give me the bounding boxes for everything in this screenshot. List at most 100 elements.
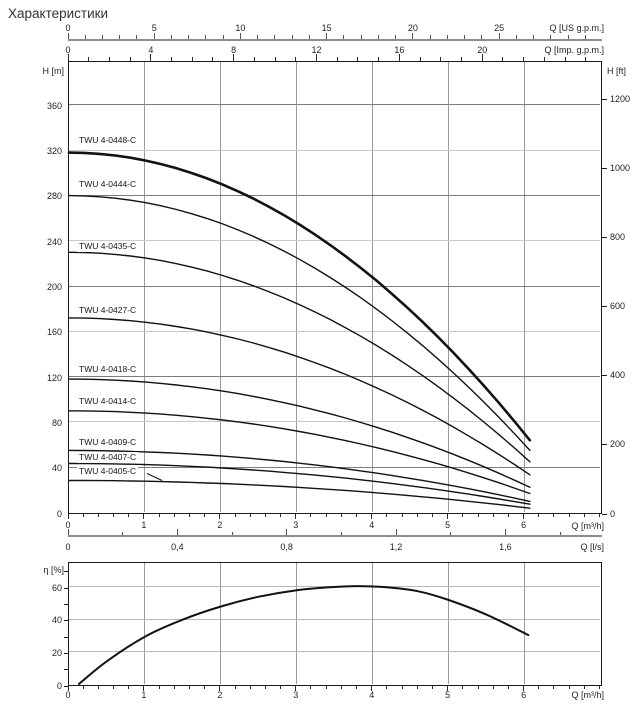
axis-tick	[481, 54, 483, 61]
tick-label: 0	[65, 45, 71, 55]
axis-tick	[523, 514, 525, 519]
pump-curve	[68, 449, 531, 503]
axis-tick	[504, 529, 506, 535]
axis-tick	[64, 652, 68, 654]
tick-label: 4	[369, 690, 375, 700]
gridline	[447, 563, 449, 684]
gridline	[69, 240, 600, 242]
tick-label: 240	[46, 236, 62, 247]
tick-label: 120	[46, 372, 62, 383]
efficiency-curve-layer	[77, 585, 530, 685]
curve-label: TWU 4-0405-C	[77, 466, 139, 477]
axis-tick	[584, 35, 586, 39]
axis-tick	[419, 57, 421, 61]
head-ft-axis-title: H [ft]	[607, 66, 627, 76]
curve-label: TWU 4-0435-C	[77, 241, 139, 252]
axis-tick	[447, 686, 449, 691]
axis-tick	[523, 686, 525, 691]
gridline	[371, 62, 373, 512]
gridline	[69, 104, 600, 106]
axis-tick	[431, 514, 433, 517]
axis-tick	[64, 636, 68, 638]
gridline	[295, 563, 297, 684]
tick-label: 12	[311, 45, 322, 55]
axis-tick	[340, 514, 342, 517]
axis-tick	[150, 54, 152, 61]
axis-tick	[128, 686, 130, 689]
tick-label: 1	[141, 520, 147, 530]
axis-tick	[416, 686, 418, 689]
axis-tick	[129, 57, 131, 61]
axis-tick	[205, 35, 207, 39]
axis-tick	[340, 532, 342, 535]
axis-tick	[97, 514, 99, 517]
flow-m3h-axis-title: Q [m³/h]	[571, 521, 604, 531]
axis-tick	[602, 513, 607, 515]
axis-tick	[176, 529, 178, 535]
axis-tick	[568, 686, 570, 689]
curve-label: TWU 4-0409-C	[77, 437, 139, 448]
tick-label: 0	[65, 542, 71, 552]
tick-label: 280	[46, 191, 62, 202]
axis-tick	[398, 54, 400, 61]
axis-tick	[462, 514, 464, 517]
imp-gpm-axis-title: Q [Imp. g.p.m.]	[544, 45, 604, 55]
axis-tick	[599, 514, 600, 517]
axis-tick	[295, 686, 297, 691]
axis-tick	[64, 620, 68, 622]
axis-tick	[122, 532, 124, 535]
axis-tick	[450, 532, 452, 535]
axis-tick	[310, 686, 312, 689]
gridline	[68, 39, 602, 41]
tick-label: 16	[394, 45, 405, 55]
pump-curve	[68, 317, 531, 476]
tick-label: 400	[610, 370, 626, 381]
axis-tick	[602, 306, 607, 308]
tick-label: 2	[217, 520, 223, 530]
axis-tick	[507, 514, 509, 517]
axis-tick	[538, 686, 540, 689]
axis-tick	[219, 686, 221, 691]
axis-tick	[170, 35, 172, 39]
axis-tick	[212, 57, 214, 61]
axis-tick	[308, 35, 310, 39]
gridline	[371, 563, 373, 684]
tick-label: 4	[148, 45, 154, 55]
axis-tick	[82, 686, 84, 689]
axis-tick	[113, 686, 115, 689]
gridline	[69, 376, 600, 378]
tick-label: 0	[65, 690, 71, 700]
axis-tick	[274, 57, 276, 61]
axis-tick	[336, 57, 338, 61]
axis-tick	[257, 35, 259, 39]
tick-label: 160	[46, 327, 62, 338]
axis-tick	[108, 57, 110, 61]
axis-tick	[583, 514, 585, 517]
axis-tick	[585, 57, 587, 61]
gridline	[69, 194, 600, 196]
axis-tick	[67, 529, 69, 535]
axis-tick	[173, 514, 175, 517]
axis-tick	[412, 33, 414, 39]
axis-tick	[416, 514, 418, 517]
us-gpm-axis-title: Q [US g.p.m.]	[549, 23, 604, 33]
tick-label: 0	[65, 23, 71, 33]
tick-label: 5	[151, 23, 157, 33]
tick-label: 20	[477, 45, 488, 55]
axis-tick	[543, 57, 545, 61]
gridline	[69, 618, 600, 620]
tick-label: 2	[217, 690, 223, 700]
tick-label: 0	[56, 680, 62, 691]
axis-tick	[371, 514, 373, 519]
head-flow-chart	[67, 61, 602, 514]
tick-label: 360	[46, 100, 62, 111]
axis-tick	[286, 529, 288, 535]
axis-tick	[340, 686, 342, 689]
axis-tick	[101, 35, 103, 39]
tick-label: 1200	[610, 94, 631, 105]
axis-tick	[128, 514, 130, 517]
axis-tick	[564, 57, 566, 61]
pump-curve	[68, 251, 531, 463]
pump-curves-layer	[67, 151, 532, 509]
curve-label: TWU 4-0418-C	[77, 364, 139, 375]
